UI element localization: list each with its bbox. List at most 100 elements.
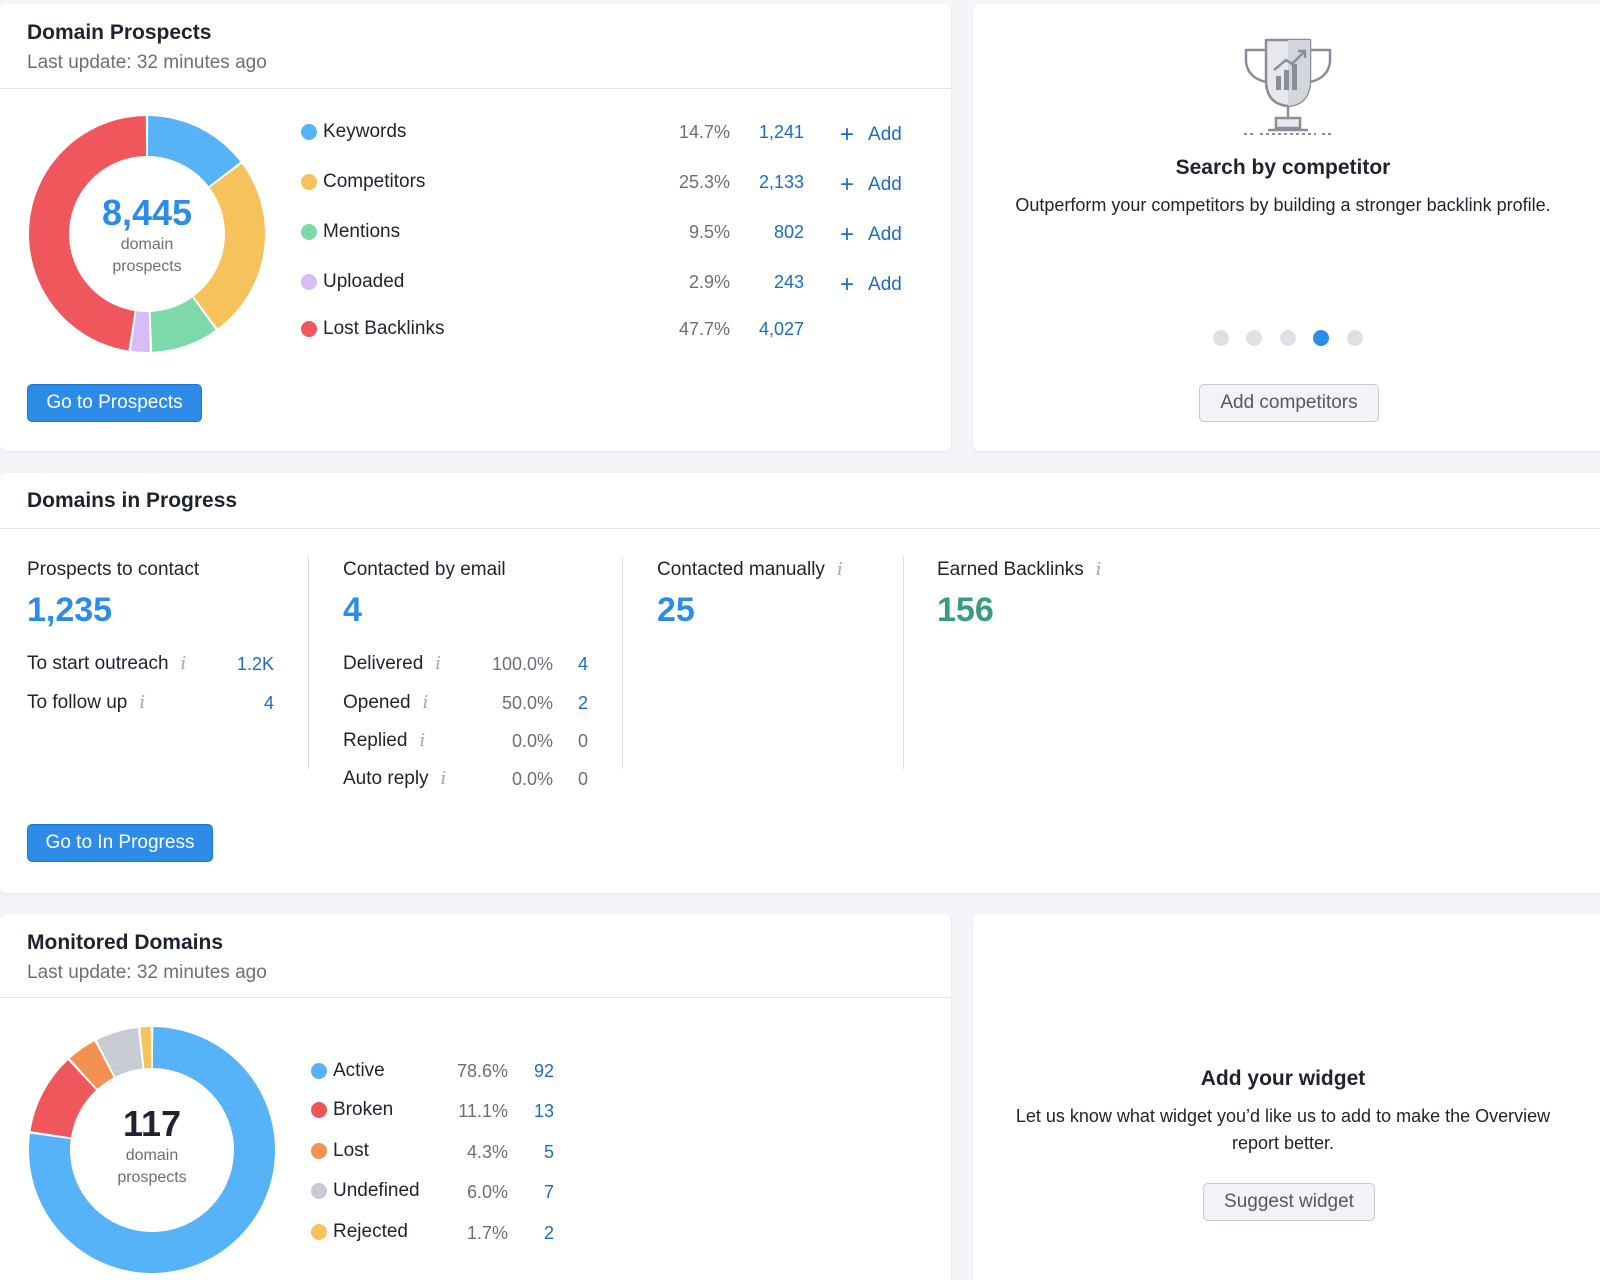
mentions-count-link[interactable]: 802	[773, 222, 804, 242]
legend-item-uploaded: Uploaded	[301, 269, 404, 295]
info-icon[interactable]: i	[836, 559, 843, 580]
rejected-dot-icon	[311, 1224, 327, 1240]
undefined-count-link[interactable]: 7	[543, 1182, 554, 1202]
row-text: To follow up	[27, 692, 128, 713]
info-icon[interactable]: i	[139, 692, 146, 713]
auto-reply-percent: 0.0%	[511, 769, 553, 789]
broken-dot-icon	[311, 1102, 327, 1118]
monitored-domains-card: Monitored Domains Last update: 32 minute…	[0, 915, 951, 1280]
lost-count-link[interactable]: 5	[543, 1142, 554, 1162]
carousel-dot-1[interactable]	[1213, 330, 1229, 346]
legend-label: Broken	[333, 1099, 394, 1120]
search-by-competitor-card: Search by competitor Outperform your com…	[973, 4, 1600, 451]
donut-slice-mentions[interactable]	[150, 297, 216, 352]
active-dot-icon	[311, 1063, 327, 1079]
broken-percent: 11.1%	[458, 1101, 508, 1121]
to-follow-up-value[interactable]: 4	[263, 693, 274, 713]
carousel-dot-2[interactable]	[1246, 330, 1262, 346]
lost-backlinks-percent: 47.7%	[678, 319, 730, 339]
add-label: Add	[868, 174, 902, 195]
add-competitors-button[interactable]: + Add	[840, 171, 902, 199]
legend-item-lost: Lost	[311, 1138, 369, 1164]
rejected-percent: 1.7%	[466, 1223, 508, 1243]
legend-item-mentions: Mentions	[301, 219, 400, 245]
auto-reply-label: Auto reply i	[343, 768, 446, 790]
donut-slice-active[interactable]	[29, 1027, 275, 1273]
donut-slice-keywords[interactable]	[147, 116, 241, 187]
column-divider-2	[622, 557, 623, 769]
carousel-dot-4-active[interactable]	[1313, 330, 1329, 346]
add-keywords-button[interactable]: + Add	[840, 121, 902, 149]
donut-slice-competitors[interactable]	[193, 163, 265, 329]
row-text: Auto reply	[343, 768, 429, 789]
domain-prospects-donut-chart	[29, 116, 265, 352]
contacted-manually-value[interactable]: 25	[657, 591, 695, 629]
stat-text: Contacted manually	[657, 559, 825, 580]
mentions-dot-icon	[301, 224, 317, 240]
domain-prospects-divider	[0, 88, 951, 89]
plus-icon: +	[840, 171, 855, 198]
legend-item-undefined: Undefined	[311, 1178, 420, 1204]
donut-caption-line1: domain	[125, 1147, 179, 1164]
donut-slice-uploaded[interactable]	[130, 311, 150, 352]
uploaded-count-link[interactable]: 243	[773, 272, 804, 292]
earned-backlinks-label: Earned Backlinks i	[937, 559, 1102, 581]
add-uploaded-button[interactable]: + Add	[840, 271, 902, 299]
monitored-total: 117	[122, 1103, 182, 1144]
donut-slice-lost-backlinks[interactable]	[29, 116, 147, 351]
lost-backlinks-count-link[interactable]: 4,027	[758, 319, 804, 339]
donut-slice-broken[interactable]	[30, 1060, 96, 1138]
keywords-percent: 14.7%	[678, 122, 730, 142]
broken-count-link[interactable]: 13	[533, 1101, 554, 1121]
carousel-dot-5[interactable]	[1347, 330, 1363, 346]
earned-backlinks-value[interactable]: 156	[937, 591, 994, 629]
donut-slice-undefined[interactable]	[96, 1027, 143, 1077]
legend-label: Lost Backlinks	[323, 318, 445, 339]
legend-label: Competitors	[323, 171, 426, 192]
add-mentions-button[interactable]: + Add	[840, 221, 902, 249]
replied-percent: 0.0%	[511, 731, 553, 751]
delivered-value[interactable]: 4	[577, 654, 588, 674]
contacted-by-email-label: Contacted by email	[343, 559, 506, 580]
add-your-widget-card: Add your widget Let us know what widget …	[973, 915, 1600, 1280]
domains-in-progress-card: Domains in Progress Prospects to contact…	[0, 473, 1600, 893]
info-icon[interactable]: i	[1095, 559, 1102, 580]
plus-icon: +	[840, 121, 855, 148]
info-icon[interactable]: i	[419, 730, 426, 751]
info-icon[interactable]: i	[180, 653, 187, 674]
to-follow-up-label: To follow up i	[27, 692, 145, 714]
plus-icon: +	[840, 221, 855, 248]
add-competitors-cta-button[interactable]: Add competitors	[1199, 384, 1379, 422]
opened-value[interactable]: 2	[577, 693, 588, 713]
info-icon[interactable]: i	[440, 768, 447, 789]
keywords-dot-icon	[301, 124, 317, 140]
to-start-outreach-value[interactable]: 1.2K	[236, 654, 274, 674]
go-to-in-progress-button[interactable]: Go to In Progress	[27, 824, 213, 862]
domain-prospects-card: Domain Prospects Last update: 32 minutes…	[0, 4, 951, 451]
donut-slice-rejected[interactable]	[140, 1027, 152, 1069]
lost-dot-icon	[311, 1143, 327, 1159]
competitors-count-link[interactable]: 2,133	[758, 172, 804, 192]
legend-item-broken: Broken	[311, 1097, 393, 1123]
donut-slice-lost[interactable]	[69, 1041, 114, 1089]
carousel-dot-3[interactable]	[1280, 330, 1296, 346]
contacted-by-email-value[interactable]: 4	[343, 591, 362, 629]
go-to-prospects-button[interactable]: Go to Prospects	[27, 384, 202, 422]
delivered-label: Delivered i	[343, 653, 441, 675]
trophy-chart-icon	[1244, 38, 1332, 135]
legend-label: Rejected	[333, 1221, 408, 1242]
monitored-domains-title: Monitored Domains	[27, 931, 224, 954]
keywords-count-link[interactable]: 1,241	[758, 122, 804, 142]
auto-reply-value: 0	[577, 769, 588, 789]
undefined-percent: 6.0%	[466, 1182, 508, 1202]
suggest-widget-button[interactable]: Suggest widget	[1203, 1183, 1375, 1221]
info-icon[interactable]: i	[435, 653, 442, 674]
prospects-to-contact-value[interactable]: 1,235	[27, 591, 113, 629]
rejected-count-link[interactable]: 2	[543, 1223, 554, 1243]
donut-caption-line1: domain	[120, 236, 174, 253]
legend-item-rejected: Rejected	[311, 1219, 408, 1245]
info-icon[interactable]: i	[422, 692, 429, 713]
legend-label: Uploaded	[323, 271, 405, 292]
legend-label: Keywords	[323, 121, 407, 142]
active-count-link[interactable]: 92	[533, 1061, 554, 1081]
